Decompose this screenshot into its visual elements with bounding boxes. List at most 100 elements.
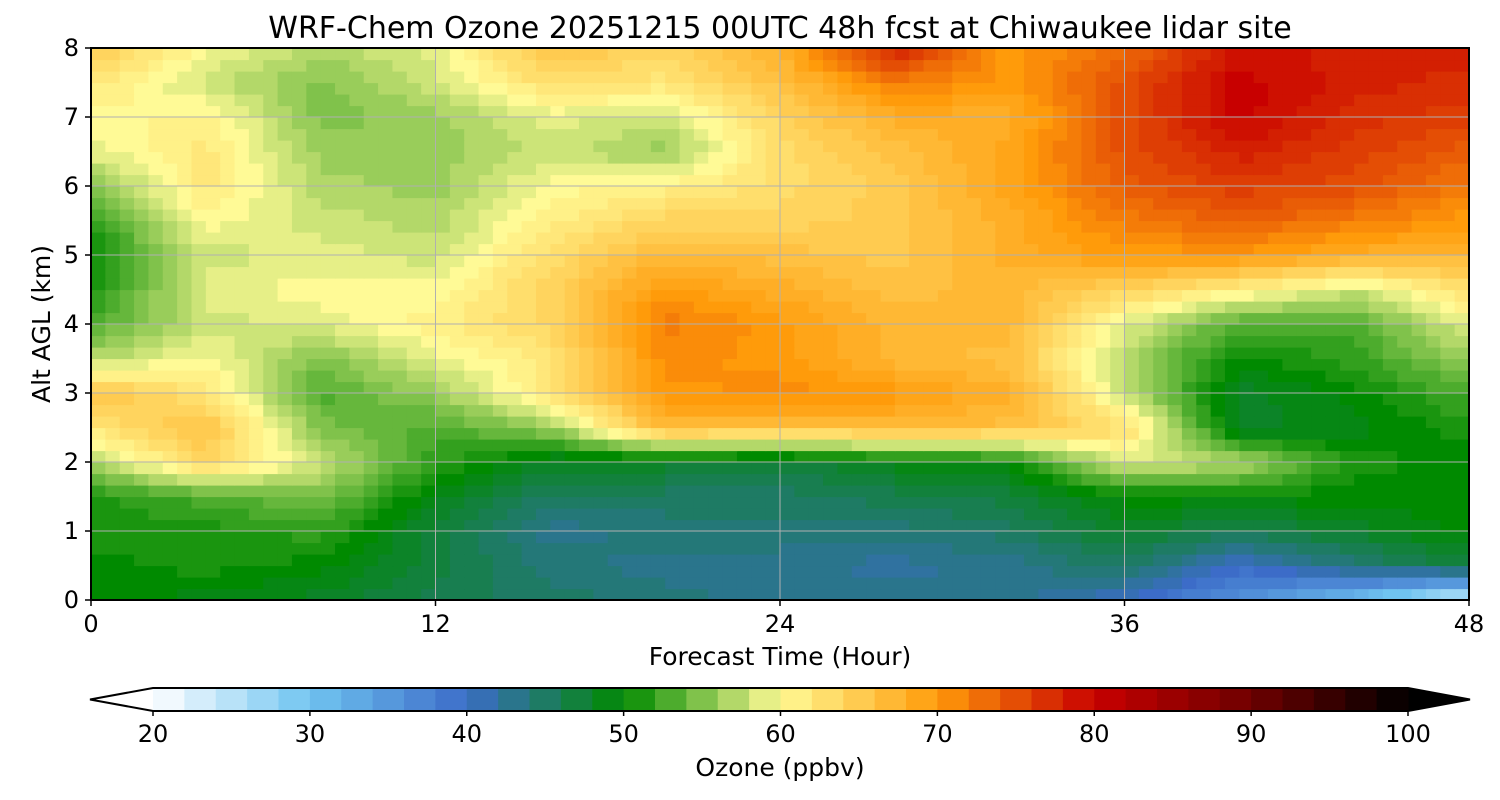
heat-cell (234, 71, 250, 84)
y-tick-label: 7 (64, 103, 79, 131)
heat-cell (148, 301, 164, 314)
heat-cell (794, 186, 810, 199)
heat-cell (1268, 370, 1283, 383)
heat-cell (492, 450, 508, 463)
heat-cell (492, 404, 508, 417)
heat-cell (1138, 370, 1154, 383)
heat-cell (995, 209, 1011, 222)
heat-cell (851, 381, 867, 394)
heat-cell (780, 278, 795, 291)
heat-cell (105, 140, 121, 153)
heat-cell (1081, 140, 1097, 153)
heat-cell (564, 542, 580, 555)
heat-cell (579, 450, 594, 463)
heat-cell (335, 255, 350, 268)
heat-cell (306, 301, 322, 314)
heat-cell (449, 577, 465, 590)
heat-cell (91, 186, 106, 199)
heat-cell (234, 358, 250, 371)
heat-cell (521, 243, 537, 256)
heat-cell (1339, 174, 1355, 187)
heat-cell (435, 105, 451, 118)
heat-cell (1411, 462, 1427, 475)
heat-cell (406, 531, 422, 544)
heat-cell (220, 174, 236, 187)
heat-cell (1024, 485, 1039, 498)
heat-cell (464, 232, 480, 245)
heat-cell (1110, 71, 1126, 84)
heat-cell (1138, 128, 1154, 141)
colorbar-swatch (623, 688, 656, 711)
heat-cell (392, 209, 408, 222)
heat-cell (205, 335, 221, 348)
heat-cell (995, 59, 1011, 72)
heat-cell (363, 128, 379, 141)
heat-cell (1268, 48, 1283, 61)
heat-cell (1009, 301, 1025, 314)
heat-cell (1081, 335, 1097, 348)
heat-cell (765, 439, 781, 452)
heat-cell (1224, 186, 1240, 199)
heat-cell (650, 554, 666, 567)
heat-cell (636, 393, 652, 406)
heat-cell (291, 197, 307, 210)
heat-cell (1382, 186, 1398, 199)
heat-cell (880, 197, 896, 210)
heat-cell (105, 335, 121, 348)
heat-cell (693, 255, 709, 268)
heat-cell (478, 163, 494, 176)
heat-cell (478, 485, 494, 498)
heat-cell (291, 289, 307, 302)
heat-cell (1052, 278, 1068, 291)
heat-cell (751, 197, 767, 210)
heat-cell (306, 232, 322, 245)
colorbar-swatch (341, 688, 374, 711)
heat-cell (105, 289, 121, 302)
heat-cell (1454, 289, 1470, 302)
heat-cell (478, 105, 494, 118)
heat-cell (263, 519, 279, 532)
heat-cell (1454, 151, 1470, 164)
heat-cell (665, 186, 681, 199)
heat-cell (1382, 266, 1398, 279)
heat-cell (579, 542, 594, 555)
heat-cell (708, 565, 724, 578)
heat-cell (1397, 519, 1413, 532)
heat-cell (349, 508, 365, 521)
heat-cell (1239, 439, 1255, 452)
heat-cell (134, 531, 150, 544)
heat-cell (923, 243, 939, 256)
heat-cell (1425, 140, 1441, 153)
heat-cell (406, 94, 422, 107)
heat-cell (1411, 496, 1427, 509)
heat-cell (866, 209, 882, 222)
heat-cell (1382, 485, 1398, 498)
heat-cell (105, 404, 121, 417)
heat-cell (1110, 462, 1126, 475)
heat-cell (564, 289, 580, 302)
colorbar-swatch (1000, 688, 1032, 711)
heat-cell (1038, 220, 1054, 233)
heat-cell (1311, 416, 1327, 429)
heat-cell (722, 128, 738, 141)
heat-cell (607, 324, 623, 337)
heat-cell (708, 82, 724, 95)
heat-cell (248, 266, 264, 279)
heat-cell (335, 82, 350, 95)
heat-cell (1382, 163, 1398, 176)
heat-cell (894, 82, 910, 95)
heat-cell (234, 542, 250, 555)
heat-cell (650, 220, 666, 233)
heat-cell (550, 347, 566, 360)
heat-cell (708, 94, 724, 107)
heat-cell (837, 577, 853, 590)
heat-cell (808, 151, 824, 164)
heat-cell (1181, 301, 1197, 314)
heat-cell (507, 312, 523, 325)
heat-cell (1110, 416, 1126, 429)
heat-cell (148, 370, 164, 383)
heat-cell (1138, 473, 1154, 486)
heat-cell (449, 140, 465, 153)
heat-cell (1339, 519, 1355, 532)
heat-cell (119, 117, 135, 130)
